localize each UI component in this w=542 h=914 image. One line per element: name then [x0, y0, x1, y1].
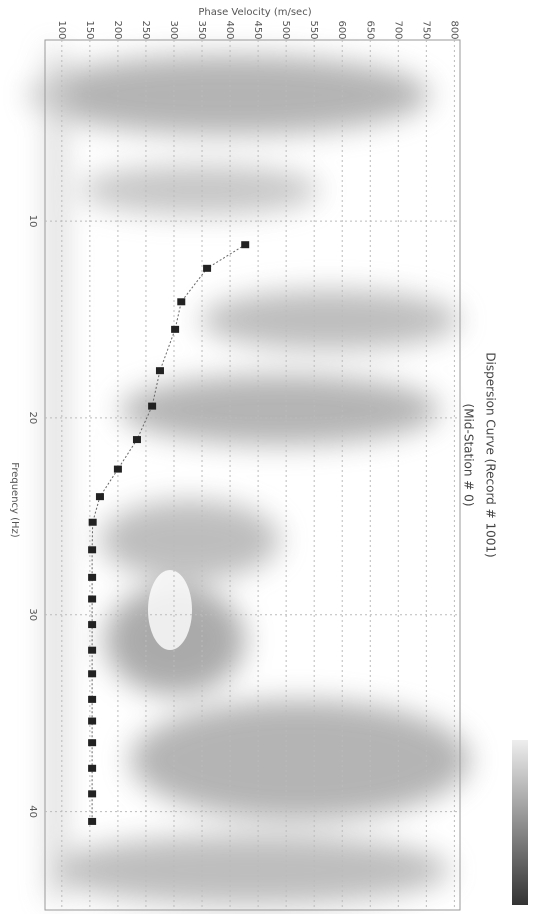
point [88, 670, 97, 678]
y-tick-label: 800 [448, 20, 459, 39]
colorbar [512, 740, 528, 905]
point [88, 646, 97, 654]
chart-title: Dispersion Curve (Record # 1001) [484, 352, 498, 557]
point [88, 739, 97, 747]
point [241, 241, 250, 249]
y-tick-label: 100 [56, 20, 67, 39]
point [88, 573, 97, 581]
point [88, 717, 97, 725]
point [88, 595, 97, 603]
x-axis-label: Frequency (Hz) [9, 462, 20, 538]
point [113, 465, 122, 473]
point [155, 367, 164, 375]
point [177, 298, 186, 306]
y-tick-label: 300 [168, 20, 179, 39]
y-tick-label: 400 [224, 20, 235, 39]
x-tick-label: 30 [27, 608, 38, 621]
point [203, 264, 212, 272]
point [88, 546, 97, 554]
x-tick-label: 10 [27, 215, 38, 228]
x-tick-label: 40 [27, 805, 38, 818]
plot-frame [44, 39, 461, 911]
x-tick-label: 20 [27, 412, 38, 425]
point [95, 493, 104, 501]
y-tick-label: 700 [392, 20, 403, 39]
point [88, 695, 97, 703]
point [88, 621, 97, 629]
point [148, 402, 157, 410]
y-tick-label: 550 [308, 20, 319, 39]
point [171, 325, 180, 333]
y-tick-label: 600 [336, 20, 347, 39]
point [88, 518, 97, 526]
point [132, 436, 141, 444]
y-tick-label: 650 [364, 20, 375, 39]
y-axis-label: Phase Velocity (m/sec) [198, 7, 311, 18]
heatmap-peak [148, 570, 192, 650]
chart-subtitle: (Mid-Station # 0) [462, 404, 476, 507]
y-tick-label: 250 [140, 20, 151, 39]
y-tick-label: 350 [196, 20, 207, 39]
point [88, 790, 97, 798]
y-tick-label: 750 [420, 20, 431, 39]
y-tick-label: 500 [280, 20, 291, 39]
heatmap [30, 50, 470, 905]
y-tick-label: 450 [252, 20, 263, 39]
point [88, 817, 97, 825]
y-tick-label: 150 [84, 20, 95, 39]
curve-line [91, 244, 246, 822]
y-tick-label: 200 [112, 20, 123, 39]
point [88, 764, 97, 772]
